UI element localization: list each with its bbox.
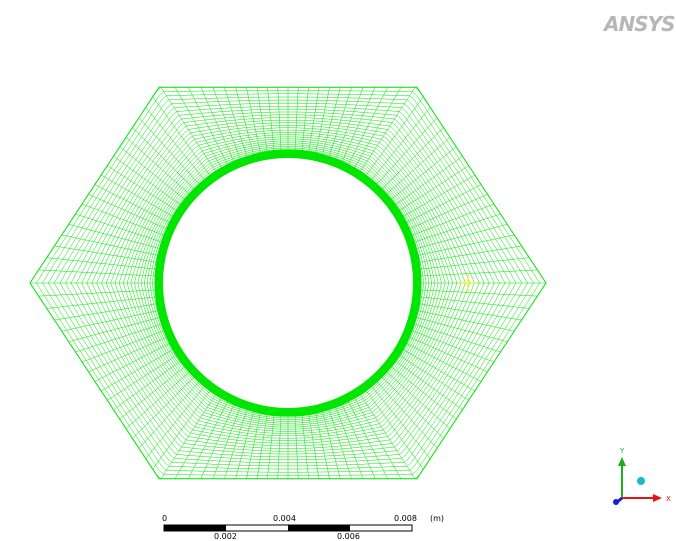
hexagon-outline <box>29 86 547 480</box>
probe-cross-icon <box>459 274 477 292</box>
ansys-logo: ANSYS <box>604 12 676 36</box>
logo-text: ANSYS <box>604 12 676 36</box>
circular-hole <box>163 158 413 408</box>
mesh-boundary-layer <box>154 149 422 417</box>
